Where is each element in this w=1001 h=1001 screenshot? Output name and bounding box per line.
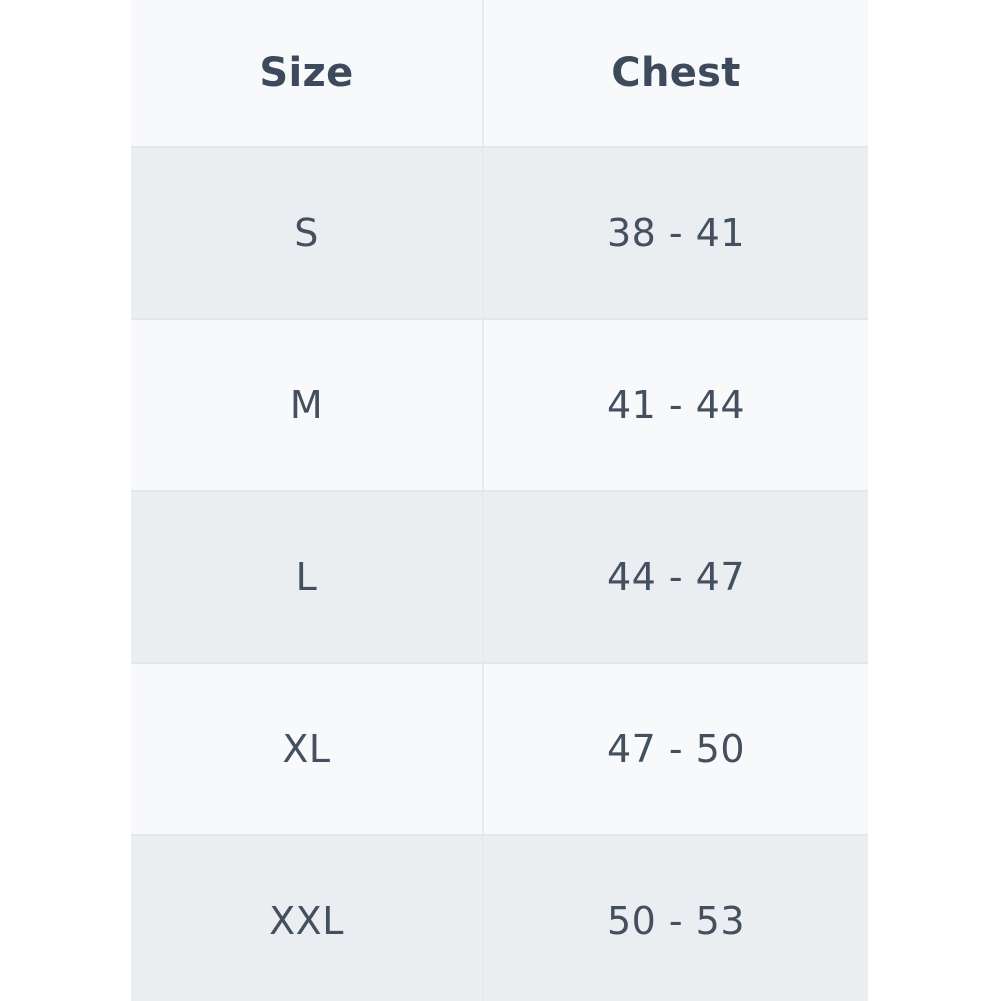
table-row: S 38 - 41	[131, 147, 868, 320]
table-row: M 41 - 44	[131, 319, 868, 492]
cell-chest: 47 - 50	[483, 663, 868, 836]
size-chart-table: Size Chest S 38 - 41 M 41 - 44 L 44 - 47	[131, 0, 868, 1001]
column-header-size: Size	[131, 0, 484, 148]
cell-chest: 50 - 53	[606, 899, 746, 943]
table-body: S 38 - 41 M 41 - 44 L 44 - 47 XL 47 - 50…	[131, 147, 868, 1001]
cell-size: S	[131, 147, 484, 320]
table-header: Size Chest	[131, 0, 868, 148]
size-chart-container: Size Chest S 38 - 41 M 41 - 44 L 44 - 47	[131, 0, 868, 1001]
column-header-chest: Chest	[483, 0, 868, 148]
cell-size: XL	[131, 663, 484, 836]
cell-size: XXL	[131, 835, 484, 1001]
cell-size: L	[131, 491, 484, 664]
cell-chest: 44 - 47	[483, 491, 868, 664]
table-row: XL 47 - 50	[131, 663, 868, 836]
cell-chest: 41 - 44	[483, 319, 868, 492]
cell-size: M	[131, 319, 484, 492]
table-row: L 44 - 47	[131, 491, 868, 664]
cell-chest: 38 - 41	[483, 147, 868, 320]
table-row: XXL 50 - 53	[131, 835, 868, 1001]
table-header-row: Size Chest	[131, 0, 868, 148]
